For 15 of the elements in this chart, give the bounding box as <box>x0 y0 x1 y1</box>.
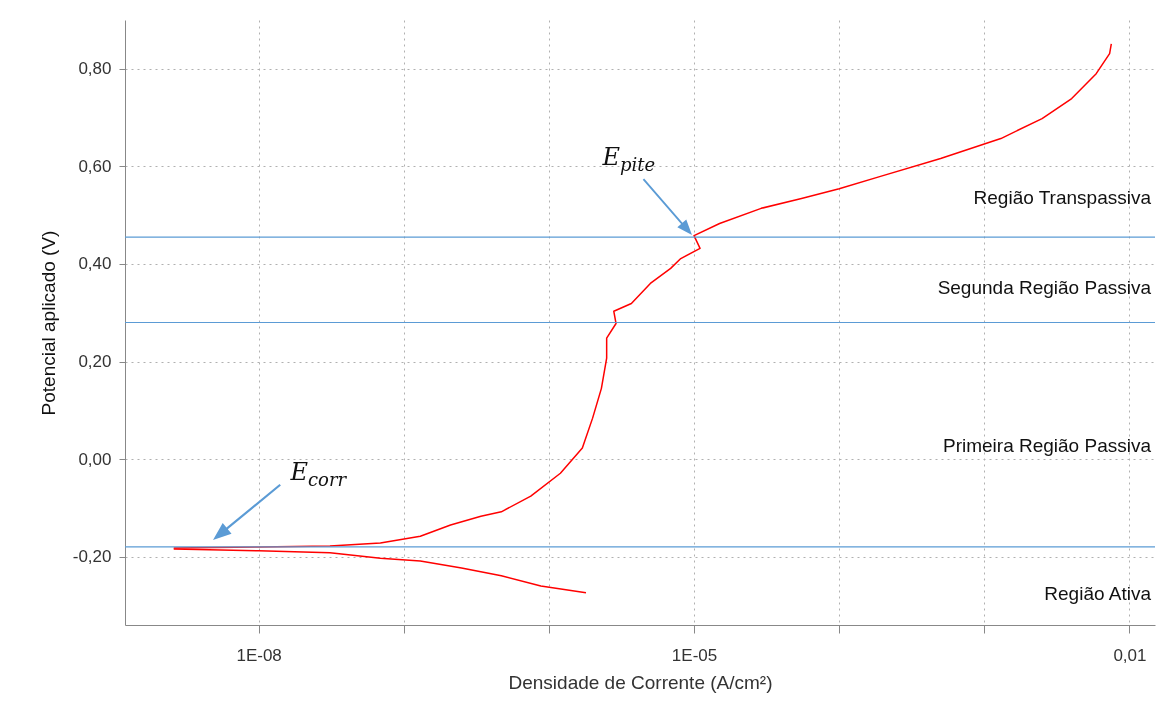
y-tick-label: 0,20 <box>78 352 112 372</box>
annotation: Segunda Região Passiva <box>937 277 1152 298</box>
x-tick-label: 1E-08 <box>236 645 282 665</box>
y-tick-label: 0,60 <box>78 156 112 176</box>
annotation: Região Ativa <box>1044 583 1152 604</box>
x-tick-label: 0,01 <box>1113 645 1147 665</box>
annotation: Primeira Região Passiva <box>942 435 1152 456</box>
y-tick-label: -0,20 <box>72 547 112 567</box>
y-tick-label: 0,80 <box>78 59 112 79</box>
y-tick-label: 0,00 <box>78 449 112 469</box>
x-tick-label: 1E-05 <box>671 645 718 665</box>
y-axis-title: Potencial aplicado (V) <box>37 230 59 416</box>
annotation: Região Transpassiva <box>973 187 1152 208</box>
y-tick-label: 0,40 <box>78 254 112 274</box>
x-axis-title: Densidade de Corrente (A/cm²) <box>508 671 773 693</box>
